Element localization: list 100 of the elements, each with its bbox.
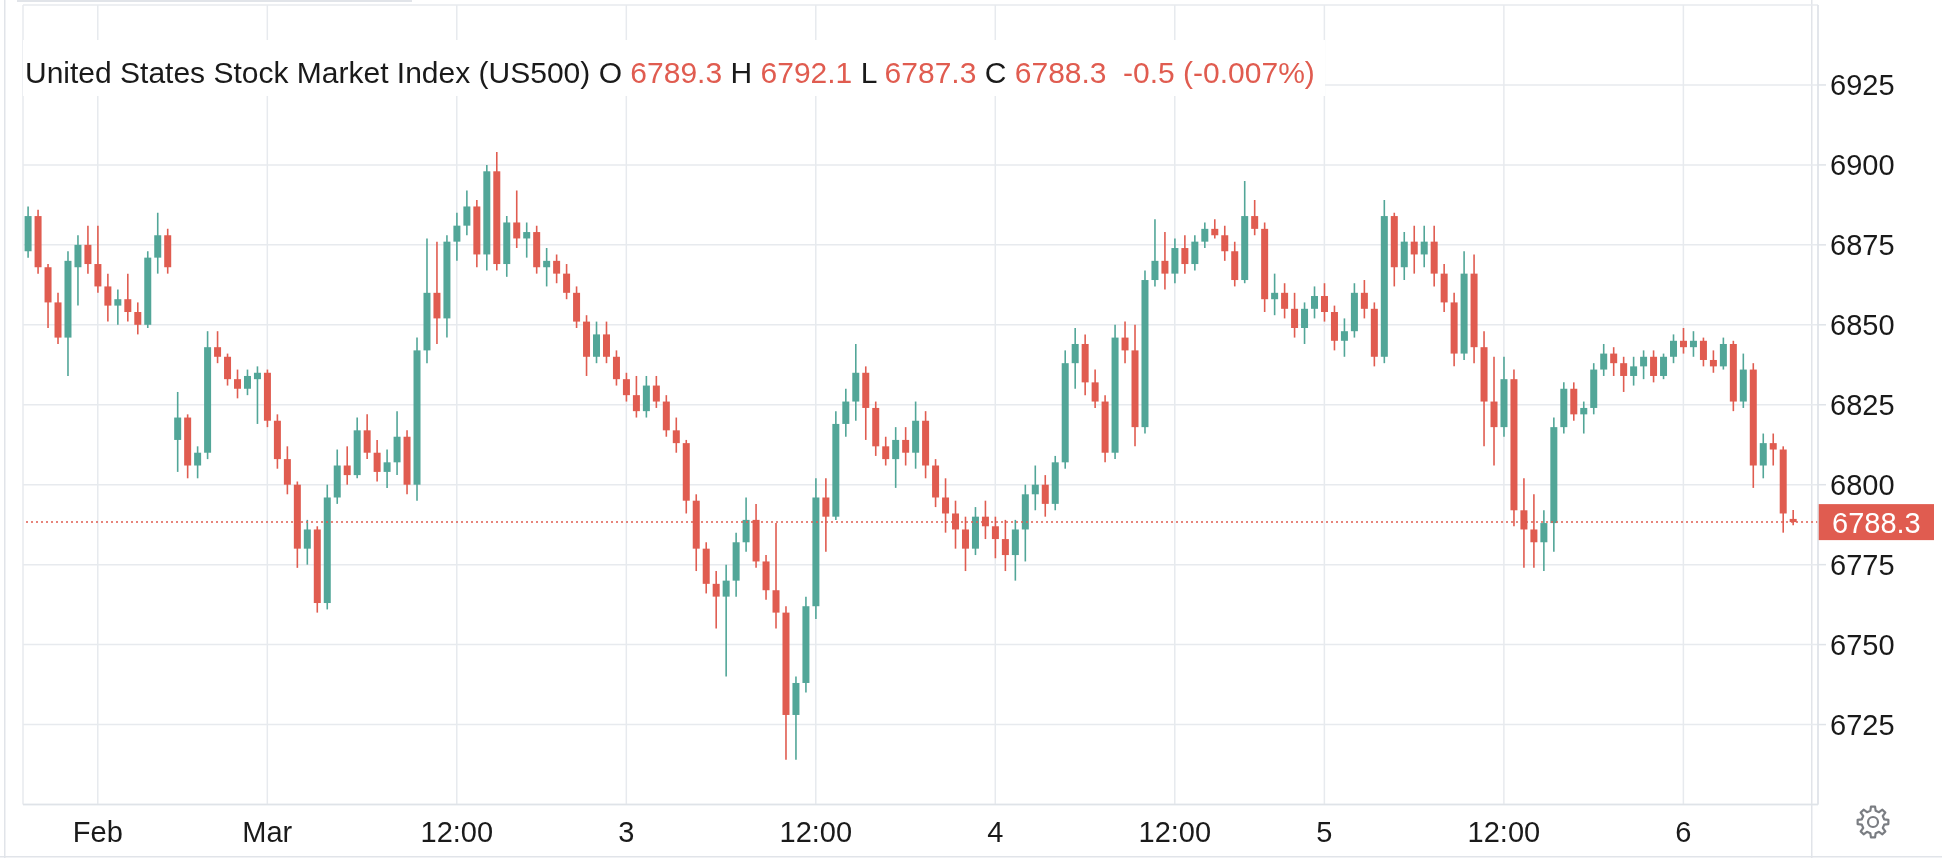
x-tick-label: 6 — [1675, 816, 1692, 849]
y-tick-label: 6800 — [1830, 469, 1895, 501]
candlestick — [1031, 464, 1039, 512]
candlestick — [1759, 432, 1767, 480]
candlestick — [652, 375, 660, 409]
candlestick — [712, 570, 720, 630]
candlestick — [612, 349, 620, 387]
candlestick — [74, 234, 82, 307]
candlestick — [1689, 330, 1697, 358]
candlestick — [134, 301, 142, 336]
y-tick-label: 6725 — [1830, 708, 1895, 741]
y-tick-label: 6750 — [1830, 628, 1895, 661]
candlestick — [1650, 349, 1658, 384]
y-tick-label: 6925 — [1830, 69, 1895, 102]
candlestick — [1281, 282, 1289, 320]
candlestick — [214, 330, 222, 364]
annotation: L 6787.3 — [860, 56, 977, 89]
candlestick — [523, 221, 531, 259]
candlestick — [1540, 509, 1548, 572]
candlestick — [363, 413, 371, 460]
y-tick-label: 6900 — [1830, 149, 1895, 182]
y-tick-label: 6875 — [1830, 229, 1895, 262]
candlestick — [1271, 272, 1279, 317]
x-tick-label: 5 — [1316, 816, 1333, 849]
candlestick — [114, 288, 122, 326]
candlestick — [622, 371, 630, 403]
candlestick — [154, 212, 162, 275]
x-tick-label: 12:00 — [420, 816, 494, 849]
x-tick-label: 12:00 — [1467, 816, 1541, 849]
candlestick — [1071, 327, 1079, 390]
candlestick — [1580, 400, 1588, 435]
candlestick — [1041, 474, 1049, 518]
candlestick — [513, 189, 521, 249]
candlestick — [553, 253, 561, 285]
candlestick — [842, 387, 850, 438]
candlestick — [1251, 199, 1259, 237]
candlestick — [1360, 279, 1368, 320]
candlestick — [1340, 317, 1348, 358]
candlestick — [632, 375, 640, 419]
candlestick — [892, 426, 900, 489]
candlestick — [1709, 349, 1717, 374]
candlestick — [84, 224, 92, 275]
candlestick — [1181, 234, 1189, 275]
candlestick — [543, 247, 551, 288]
candlestick — [303, 519, 311, 566]
ref-line-label: 6788.3 — [1832, 506, 1921, 539]
candlestick — [1301, 301, 1309, 345]
annotation: C 6788.3 — [984, 56, 1107, 89]
candlestick — [234, 368, 242, 400]
candlestick — [463, 189, 471, 237]
candlestick — [104, 272, 112, 323]
candlestick — [1121, 320, 1129, 364]
candlestick — [593, 320, 601, 364]
candlestick — [1091, 368, 1099, 409]
y-tick-label: 6850 — [1830, 309, 1895, 342]
candlestick — [1610, 346, 1618, 377]
candlestick — [174, 391, 182, 473]
candlestick — [1410, 224, 1418, 275]
candlestick — [224, 352, 232, 387]
candlestick — [1291, 292, 1299, 339]
candlestick — [1320, 282, 1328, 323]
candlestick — [1221, 224, 1229, 262]
candlestick — [602, 320, 610, 364]
candlestick — [1679, 327, 1687, 355]
x-tick-label: 4 — [987, 816, 1004, 849]
candlestick — [1161, 231, 1169, 291]
candlestick — [1660, 352, 1668, 380]
candlestick — [1191, 234, 1199, 272]
candlestick — [563, 263, 571, 301]
x-tick-label: 12:00 — [779, 816, 853, 849]
candlestick — [742, 496, 750, 553]
x-tick-label: Feb — [72, 816, 123, 849]
candlestick — [1620, 355, 1628, 393]
annotation: O 6789.3 — [598, 56, 723, 89]
x-tick-label: 12:00 — [1138, 816, 1212, 849]
candlestick — [253, 365, 261, 425]
candlestick — [1630, 355, 1638, 387]
candlestick — [383, 448, 391, 489]
candlestick — [882, 435, 890, 467]
x-tick-label: Mar — [242, 816, 293, 849]
candlestick — [1311, 285, 1319, 320]
annotation: -0.5 (-0.007%) — [1123, 56, 1315, 89]
y-tick-label: 6825 — [1830, 389, 1895, 422]
candlestick — [672, 416, 680, 454]
x-tick-label: 3 — [618, 816, 635, 849]
candlestick — [1600, 343, 1608, 377]
annotation: H 6792.1 — [730, 56, 853, 89]
candlestick — [343, 445, 351, 486]
candlestick — [94, 224, 102, 294]
candlestick — [373, 439, 381, 483]
candlestick — [1151, 218, 1159, 288]
candlestick — [1719, 336, 1727, 371]
y-tick-label: 6775 — [1830, 548, 1895, 581]
candlestick — [194, 445, 202, 480]
candlestick — [1420, 224, 1428, 269]
candlestick — [1640, 349, 1648, 380]
candlestick — [1211, 218, 1219, 240]
candlestick — [902, 426, 910, 467]
candlestick — [243, 368, 251, 396]
text: United States Stock Market Index (US500) — [25, 56, 591, 89]
